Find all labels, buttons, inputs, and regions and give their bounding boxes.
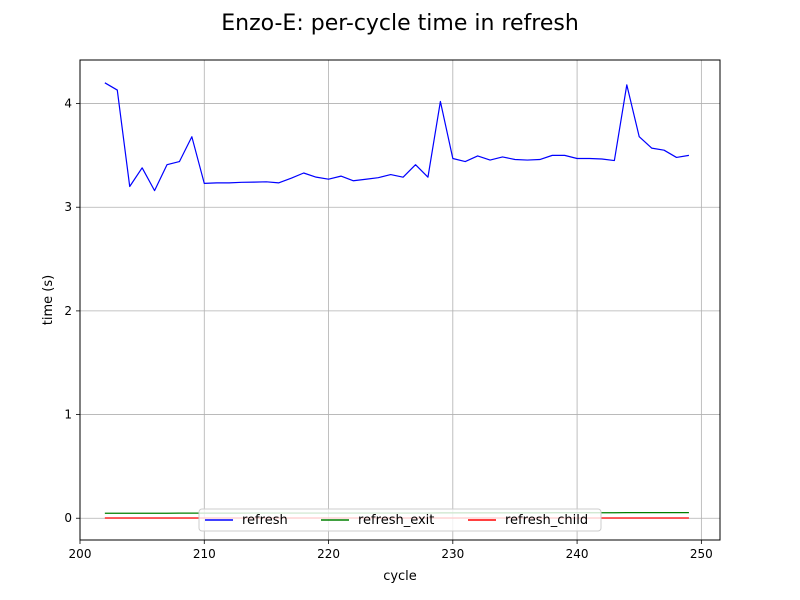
y-tick-label: 2 xyxy=(64,304,72,318)
axes: 200 210 220 230 240 250 0 1 2 3 4 xyxy=(64,97,712,561)
legend-label-refresh-child: refresh_child xyxy=(505,513,588,528)
legend-box xyxy=(198,508,602,532)
series-line-refresh xyxy=(104,82,690,192)
grid xyxy=(79,60,720,540)
legend-label-refresh-exit: refresh_exit xyxy=(358,513,434,528)
x-tick-label: 250 xyxy=(690,547,713,561)
x-tick-label: 240 xyxy=(566,547,589,561)
legend-label-refresh: refresh xyxy=(242,513,288,528)
y-tick-label: 4 xyxy=(64,97,72,111)
chart-title: Enzo-E: per-cycle time in refresh xyxy=(221,11,579,36)
legend: refresh refresh_exit refresh_child xyxy=(198,508,602,532)
y-tick-label: 1 xyxy=(64,408,72,422)
x-axis-label: cycle xyxy=(383,569,417,584)
x-tick-label: 220 xyxy=(317,547,340,561)
x-tick-label: 200 xyxy=(69,547,92,561)
x-tick-label: 210 xyxy=(193,547,216,561)
y-axis-label: time (s) xyxy=(41,275,56,325)
x-tick-label: 230 xyxy=(441,547,464,561)
y-tick-label: 3 xyxy=(64,200,72,214)
plot-area xyxy=(79,59,721,541)
y-tick-label: 0 xyxy=(64,511,72,525)
